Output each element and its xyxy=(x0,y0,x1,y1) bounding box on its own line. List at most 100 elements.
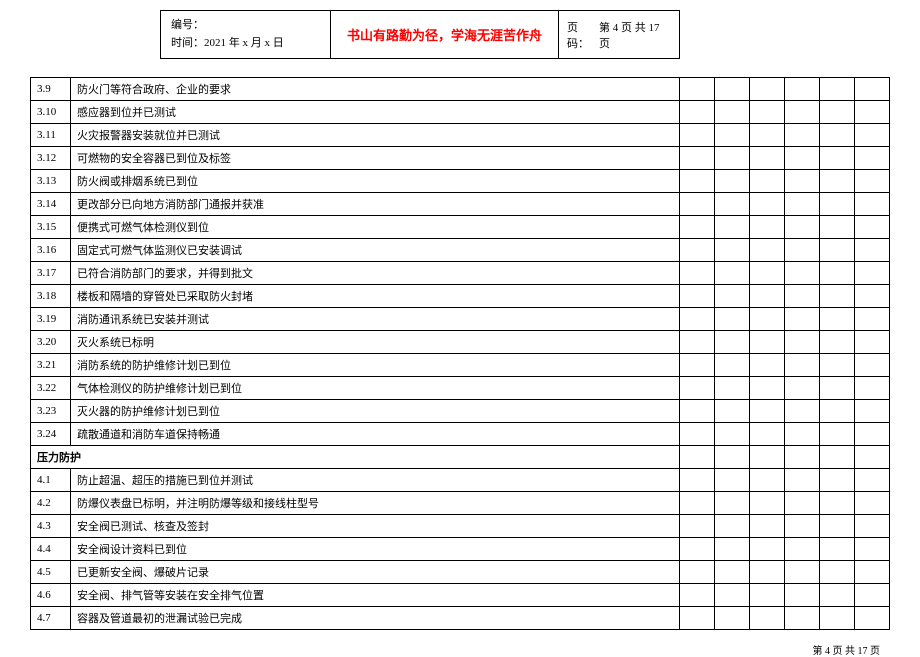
check-cell xyxy=(750,607,785,630)
check-cell xyxy=(820,193,855,216)
check-cell xyxy=(855,354,890,377)
table-row: 3.21消防系统的防护维修计划已到位 xyxy=(31,354,890,377)
check-cell xyxy=(715,492,750,515)
check-cell xyxy=(680,584,715,607)
table-row: 4.1防止超温、超压的措施已到位并测试 xyxy=(31,469,890,492)
check-cell xyxy=(680,239,715,262)
check-cell xyxy=(750,147,785,170)
check-cell xyxy=(820,147,855,170)
row-description: 防止超温、超压的措施已到位并测试 xyxy=(71,469,680,492)
check-cell xyxy=(820,538,855,561)
check-cell xyxy=(820,400,855,423)
check-cell xyxy=(680,354,715,377)
check-cell xyxy=(855,193,890,216)
check-cell xyxy=(785,377,820,400)
row-number: 3.11 xyxy=(31,124,71,147)
check-cell xyxy=(855,607,890,630)
check-cell xyxy=(750,308,785,331)
check-cell xyxy=(785,101,820,124)
check-cell xyxy=(855,377,890,400)
check-cell xyxy=(855,101,890,124)
table-row: 3.15便携式可燃气体检测仪到位 xyxy=(31,216,890,239)
row-description: 固定式可燃气体监测仪已安装调试 xyxy=(71,239,680,262)
check-cell xyxy=(855,538,890,561)
check-cell xyxy=(680,285,715,308)
check-cell xyxy=(855,584,890,607)
check-cell xyxy=(715,400,750,423)
table-row: 3.13防火阀或排烟系统已到位 xyxy=(31,170,890,193)
check-cell xyxy=(820,607,855,630)
table-row: 3.19消防通讯系统已安装并测试 xyxy=(31,308,890,331)
row-number: 3.21 xyxy=(31,354,71,377)
row-description: 容器及管道最初的泄漏试验已完成 xyxy=(71,607,680,630)
check-cell xyxy=(820,239,855,262)
row-description: 感应器到位并已测试 xyxy=(71,101,680,124)
row-number: 4.7 xyxy=(31,607,71,630)
check-cell xyxy=(855,124,890,147)
check-cell xyxy=(855,308,890,331)
row-description: 安全阀已测试、核查及签封 xyxy=(71,515,680,538)
check-cell xyxy=(715,285,750,308)
check-cell xyxy=(785,147,820,170)
check-cell xyxy=(680,561,715,584)
check-cell xyxy=(750,584,785,607)
check-cell xyxy=(750,354,785,377)
check-cell xyxy=(680,147,715,170)
row-number: 3.10 xyxy=(31,101,71,124)
check-cell xyxy=(715,124,750,147)
table-row: 3.20灭火系统已标明 xyxy=(31,331,890,354)
check-cell xyxy=(785,492,820,515)
row-number: 3.9 xyxy=(31,78,71,101)
row-description: 疏散通道和消防车道保持畅通 xyxy=(71,423,680,446)
header-motto: 书山有路勤为径，学海无涯苦作舟 xyxy=(331,11,559,58)
check-cell xyxy=(785,285,820,308)
table-row: 3.9防火门等符合政府、企业的要求 xyxy=(31,78,890,101)
check-cell xyxy=(820,423,855,446)
row-description: 消防系统的防护维修计划已到位 xyxy=(71,354,680,377)
check-cell xyxy=(715,538,750,561)
row-description: 火灾报警器安装就位并已测试 xyxy=(71,124,680,147)
check-cell xyxy=(680,538,715,561)
check-cell xyxy=(785,262,820,285)
check-cell xyxy=(715,216,750,239)
check-cell xyxy=(715,561,750,584)
section-header-row: 压力防护 xyxy=(31,446,890,469)
check-cell xyxy=(680,377,715,400)
row-number: 3.24 xyxy=(31,423,71,446)
check-cell xyxy=(715,78,750,101)
header-page: 页码：第 4 页 共 17 页 xyxy=(559,11,679,58)
check-cell xyxy=(855,78,890,101)
row-description: 气体检测仪的防护维修计划已到位 xyxy=(71,377,680,400)
check-cell xyxy=(715,377,750,400)
check-cell xyxy=(785,193,820,216)
page-value: 第 4 页 共 17 页 xyxy=(599,19,671,51)
table-row: 3.23灭火器的防护维修计划已到位 xyxy=(31,400,890,423)
table-row: 3.12可燃物的安全容器已到位及标签 xyxy=(31,147,890,170)
row-number: 3.18 xyxy=(31,285,71,308)
check-cell xyxy=(715,584,750,607)
check-cell xyxy=(680,331,715,354)
check-cell xyxy=(820,308,855,331)
row-number: 3.12 xyxy=(31,147,71,170)
check-cell xyxy=(680,124,715,147)
check-cell xyxy=(820,354,855,377)
check-cell xyxy=(750,446,785,469)
check-cell xyxy=(820,561,855,584)
check-cell xyxy=(855,469,890,492)
check-cell xyxy=(855,331,890,354)
check-cell xyxy=(820,584,855,607)
check-cell xyxy=(855,400,890,423)
check-cell xyxy=(715,423,750,446)
check-cell xyxy=(785,561,820,584)
check-cell xyxy=(680,101,715,124)
check-cell xyxy=(855,147,890,170)
check-cell xyxy=(855,216,890,239)
shijian-value: 2021 年 x 月 x 日 xyxy=(204,37,284,49)
check-cell xyxy=(785,308,820,331)
check-cell xyxy=(820,101,855,124)
check-cell xyxy=(785,584,820,607)
row-number: 3.14 xyxy=(31,193,71,216)
check-cell xyxy=(785,331,820,354)
check-cell xyxy=(785,607,820,630)
check-cell xyxy=(820,170,855,193)
